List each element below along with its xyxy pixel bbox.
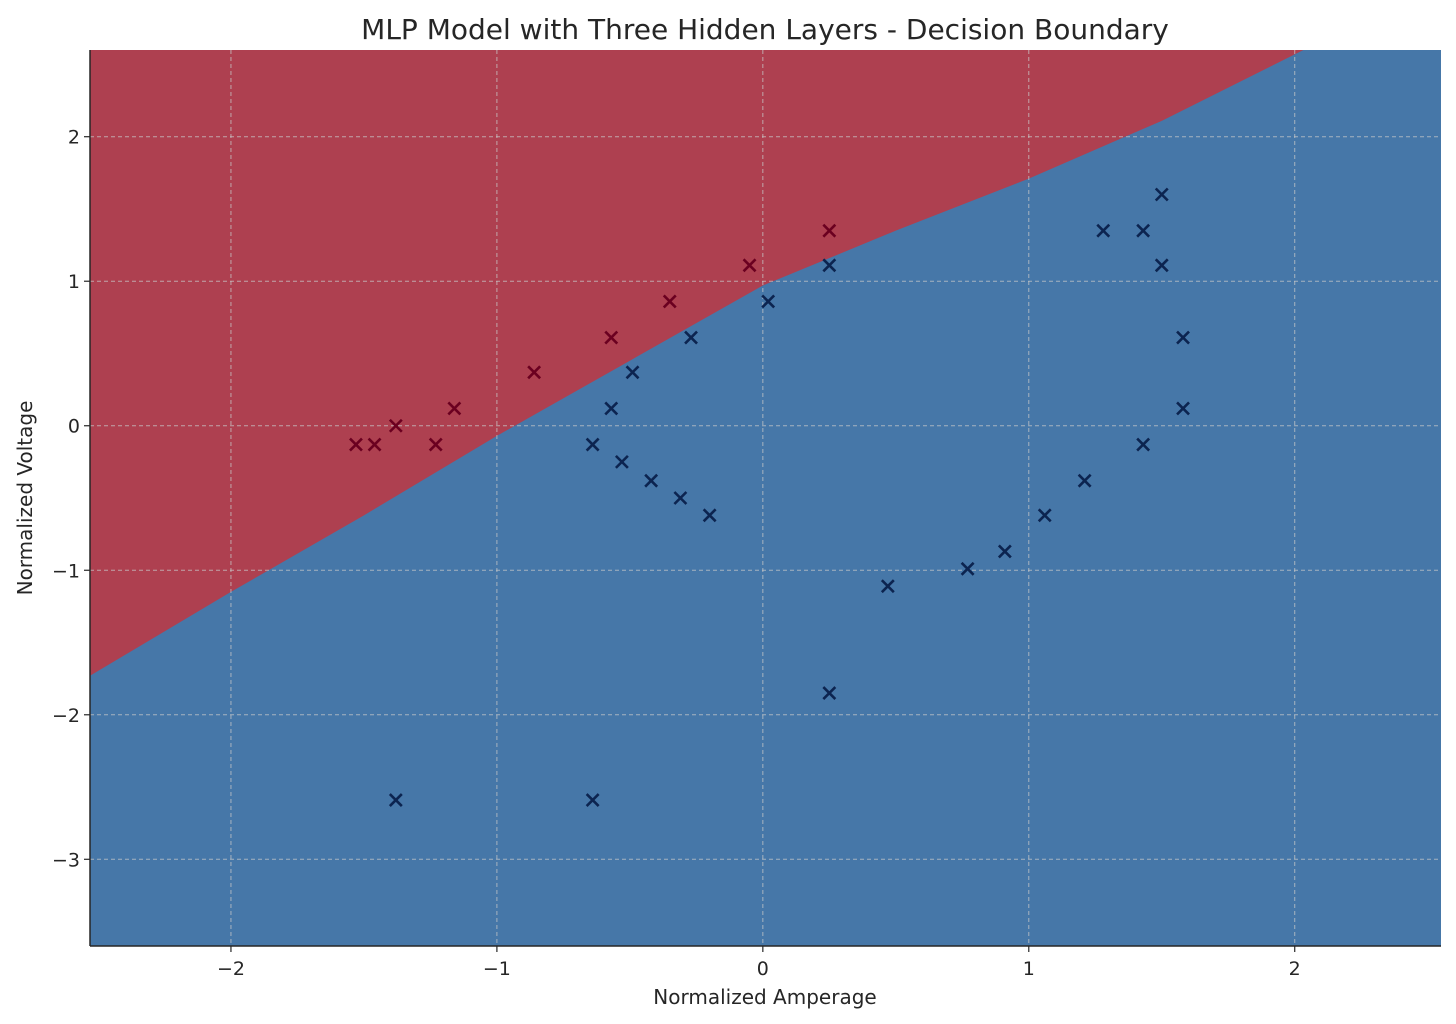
data-point-class-0 bbox=[447, 401, 462, 416]
y-tick-label: −1 bbox=[52, 560, 80, 582]
data-point-class-1 bbox=[388, 793, 403, 807]
data-point-class-1 bbox=[1176, 401, 1190, 416]
data-point-class-1 bbox=[1136, 437, 1151, 452]
data-point-class-1 bbox=[822, 258, 837, 273]
data-point-class-1 bbox=[997, 544, 1012, 559]
y-axis-label: Normalized Voltage bbox=[13, 401, 37, 596]
data-point-class-1 bbox=[644, 473, 659, 488]
data-point-class-0 bbox=[349, 437, 363, 452]
x-tick-label: −2 bbox=[217, 958, 245, 980]
data-point-class-0 bbox=[822, 223, 837, 238]
data-point-class-1 bbox=[1176, 330, 1190, 345]
data-point-class-1 bbox=[585, 437, 600, 452]
data-point-class-0 bbox=[527, 365, 542, 380]
y-tick-label: 1 bbox=[68, 271, 80, 293]
y-tick-label: −2 bbox=[52, 705, 80, 727]
y-tick-label: 0 bbox=[68, 416, 80, 438]
data-point-class-1 bbox=[702, 508, 717, 523]
plot-area bbox=[90, 50, 1441, 946]
data-point-class-1 bbox=[614, 454, 629, 469]
x-tick-label: 1 bbox=[1023, 958, 1035, 980]
chart-title: MLP Model with Three Hidden Layers - Dec… bbox=[361, 13, 1169, 46]
x-axis-label: Normalized Amperage bbox=[653, 985, 876, 1009]
data-point-class-1 bbox=[625, 365, 640, 380]
data-point-class-1 bbox=[684, 330, 698, 345]
data-point-class-1 bbox=[1154, 258, 1169, 273]
data-point-class-1 bbox=[1136, 223, 1151, 238]
data-point-class-1 bbox=[1037, 508, 1052, 523]
y-tick-label: −3 bbox=[52, 849, 80, 871]
data-point-class-1 bbox=[761, 294, 776, 309]
data-point-class-0 bbox=[604, 330, 619, 345]
data-point-class-1 bbox=[880, 579, 895, 594]
y-tick-label: 2 bbox=[68, 127, 80, 149]
data-point-class-1 bbox=[1077, 473, 1092, 488]
data-point-class-1 bbox=[604, 401, 619, 416]
data-point-class-0 bbox=[742, 258, 757, 273]
data-point-class-0 bbox=[388, 418, 403, 433]
x-tick-label: 2 bbox=[1289, 958, 1301, 980]
data-point-class-1 bbox=[822, 686, 837, 701]
data-point-class-1 bbox=[673, 491, 688, 505]
grid-lines bbox=[90, 50, 1441, 946]
data-point-class-0 bbox=[662, 294, 677, 309]
axis-ticks: −2 −1 0 1 2 −3 −2 −1 0 1 2 bbox=[52, 127, 1301, 980]
data-point-class-1 bbox=[960, 561, 975, 576]
x-tick-label: 0 bbox=[757, 958, 769, 980]
data-points bbox=[349, 187, 1190, 807]
x-tick-label: −1 bbox=[483, 958, 511, 980]
data-point-class-1 bbox=[1096, 223, 1111, 238]
class-0-region bbox=[90, 50, 1304, 676]
data-point-class-0 bbox=[367, 437, 382, 452]
data-point-class-1 bbox=[585, 793, 600, 807]
data-point-class-1 bbox=[1154, 187, 1169, 202]
data-point-class-0 bbox=[428, 437, 443, 452]
